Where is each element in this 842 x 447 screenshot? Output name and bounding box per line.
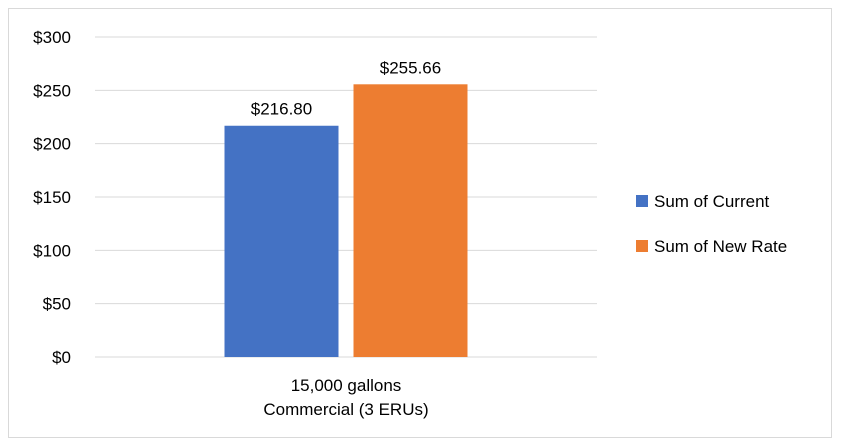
legend-label: Sum of New Rate: [654, 237, 787, 256]
legend-item: Sum of New Rate: [636, 237, 787, 256]
y-tick-label: $0: [52, 348, 71, 367]
bars: [224, 84, 468, 358]
y-tick-label: $150: [33, 188, 71, 207]
data-label: $255.66: [380, 58, 441, 77]
bar-sum-of-current: [224, 125, 339, 357]
y-tick-label: $200: [33, 135, 71, 154]
y-axis-ticks: $0 $50 $100 $150 $200 $250 $300: [33, 28, 71, 367]
y-tick-label: $300: [33, 28, 71, 47]
y-tick-label: $250: [33, 81, 71, 100]
y-tick-label: $100: [33, 241, 71, 260]
bar-chart: $0 $50 $100 $150 $200 $250 $300 $216.80 $255.66…: [33, 28, 787, 419]
y-tick-label: $50: [43, 295, 71, 314]
x-axis-ticks: 15,000 gallons Commercial (3 ERUs): [263, 376, 428, 419]
legend-item: Sum of Current: [636, 192, 770, 211]
chart-frame: $0 $50 $100 $150 $200 $250 $300 $216.80 $255.66…: [8, 8, 832, 438]
legend-swatch: [636, 195, 648, 207]
gridlines: [95, 36, 597, 358]
data-labels: $216.80 $255.66: [251, 58, 441, 118]
legend-swatch: [636, 240, 648, 252]
x-tick-label: 15,000 gallons Commercial (3 ERUs): [263, 376, 428, 419]
legend-label: Sum of Current: [654, 192, 770, 211]
bar-sum-of-new-rate: [353, 84, 468, 358]
data-label: $216.80: [251, 100, 312, 119]
legend: Sum of Current Sum of New Rate: [636, 192, 787, 256]
